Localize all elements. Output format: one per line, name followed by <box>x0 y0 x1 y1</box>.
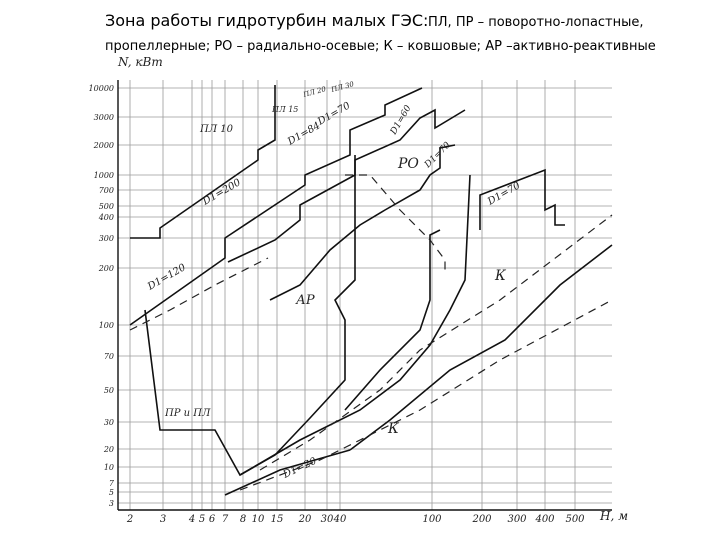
x-tick-label: 15 <box>271 514 284 525</box>
dashed-curve <box>129 257 269 331</box>
region-label: ПЛ 10 <box>199 124 234 135</box>
region-label: ПР и ПЛ <box>164 408 211 419</box>
region-label: К <box>494 268 507 284</box>
curve <box>129 87 423 326</box>
region-label: К <box>387 421 400 437</box>
y-tick-label: 5 <box>109 488 114 497</box>
x-tick-label: 100 <box>422 514 442 525</box>
x-tick-label: 4 <box>188 514 195 525</box>
dashed-curve <box>239 299 613 491</box>
y-tick-label: 1000 <box>94 171 114 180</box>
x-tick-label: 8 <box>240 514 246 525</box>
y-tick-label: 10000 <box>89 84 114 93</box>
x-axis-label: H, м <box>599 509 628 523</box>
y-tick-label: 100 <box>99 321 114 330</box>
x-tick-label: 2 <box>126 514 133 525</box>
y-tick-label: 200 <box>98 264 114 273</box>
x-tick-label: 200 <box>471 514 492 525</box>
curves <box>117 80 613 511</box>
x-tick-label: 30 <box>321 514 334 525</box>
y-tick-label: 3 <box>109 499 114 508</box>
y-tick-label: 400 <box>98 213 114 222</box>
y-tick-label: 70 <box>104 352 114 361</box>
y-tick-label: 3000 <box>94 113 114 122</box>
subtitle: пропеллерные; РО – радиально-осевые; К –… <box>105 39 656 54</box>
region-label: АР <box>295 293 315 308</box>
region-label: ПЛ 15 <box>271 105 298 114</box>
curve <box>130 85 276 239</box>
curve <box>349 244 613 451</box>
curve <box>479 168 565 230</box>
x-tick-label: 300 <box>507 514 527 525</box>
curve <box>224 449 351 496</box>
x-tick-label: 500 <box>565 514 585 525</box>
grid: 10000 3000 2000 1000 700 500 400 300 200 100 70 50 3… <box>89 80 612 525</box>
dashed-curve <box>345 174 446 275</box>
subtitle: ПЛ, ПР – поворотно-лопастные, <box>428 15 644 30</box>
curve <box>144 155 356 477</box>
y-axis-label: N, кВт <box>117 55 163 69</box>
x-tick-label: 7 <box>222 514 229 525</box>
x-tick-label: 10 <box>252 514 265 525</box>
region-label: РО <box>397 156 419 172</box>
curve <box>344 229 441 411</box>
curve <box>269 144 456 301</box>
x-tick-label: 20 <box>298 514 312 525</box>
x-tick-label: 3 <box>160 514 166 525</box>
x-tick-label: 5 <box>199 514 205 525</box>
y-tick-label: 2000 <box>93 141 114 150</box>
y-tick-label: 500 <box>99 202 114 211</box>
y-tick-label: 50 <box>104 386 114 395</box>
x-tick-label: 6 <box>209 514 216 525</box>
y-tick-label: 10 <box>104 463 114 472</box>
y-tick-label: 300 <box>99 234 114 243</box>
curve <box>239 174 471 476</box>
y-tick-label: 30 <box>104 418 114 427</box>
title: Зона работы гидротурбин малых ГЭС: <box>105 11 428 30</box>
y-tick-label: 7 <box>109 479 115 488</box>
dashed-curve <box>259 214 613 471</box>
y-tick-label: 20 <box>103 445 114 454</box>
y-tick-label: 700 <box>99 186 114 195</box>
x-tick-label: 400 <box>534 514 555 525</box>
x-tick-label: 40 <box>333 514 347 525</box>
